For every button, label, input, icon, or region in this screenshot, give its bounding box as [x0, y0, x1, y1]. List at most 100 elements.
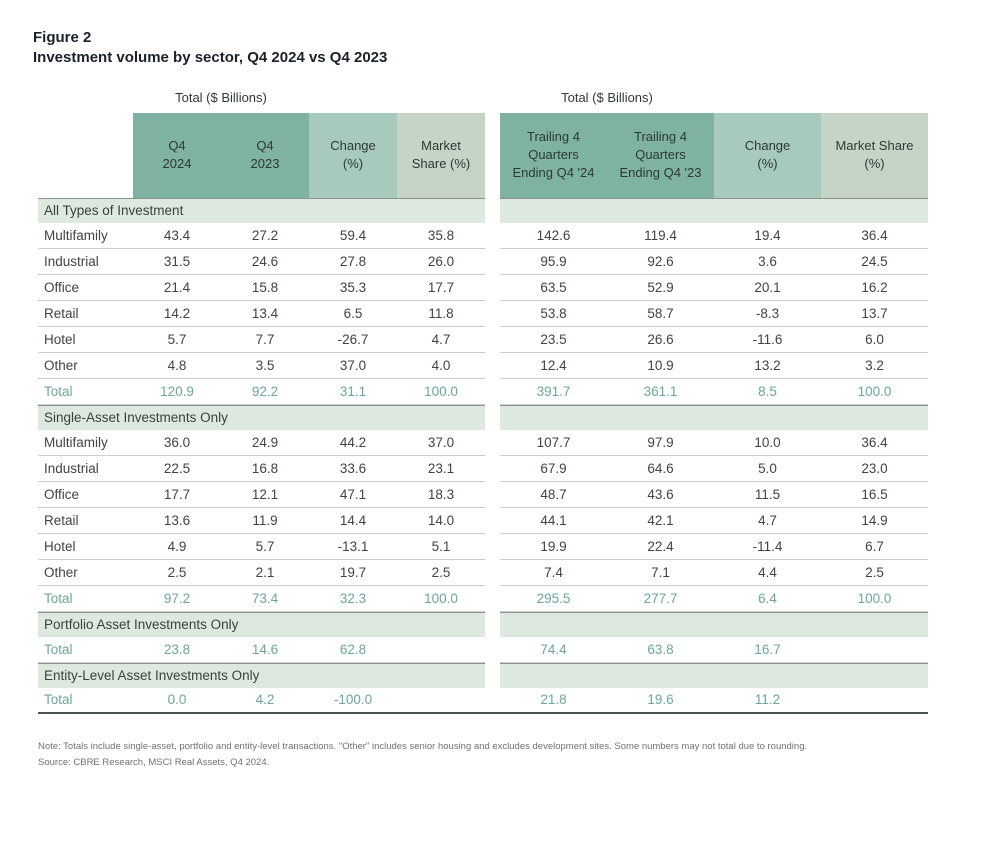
cell: 21.4 — [133, 275, 221, 301]
cell: 8.5 — [714, 379, 821, 405]
cell: 3.5 — [221, 353, 309, 379]
cell: 4.2 — [221, 688, 309, 714]
cell: 42.1 — [607, 508, 714, 534]
cell: 18.3 — [397, 482, 485, 508]
cell: 53.8 — [500, 301, 607, 327]
table-gap — [485, 637, 500, 663]
cell: 36.4 — [821, 223, 928, 249]
row-label: Hotel — [38, 327, 133, 353]
cell: 62.8 — [309, 637, 397, 663]
table-row: Office 17.7 12.1 47.1 18.3 48.7 43.6 11.… — [38, 482, 928, 508]
cell: 26.6 — [607, 327, 714, 353]
total-row: Total 97.2 73.4 32.3 100.0 295.5 277.7 6… — [38, 586, 928, 612]
table-gap — [485, 379, 500, 405]
row-label: Industrial — [38, 249, 133, 275]
cell: 27.2 — [221, 223, 309, 249]
section-band-right — [500, 197, 928, 223]
cell: 11.8 — [397, 301, 485, 327]
table-row: Multifamily 36.0 24.9 44.2 37.0 107.7 97… — [38, 430, 928, 456]
table-gap — [485, 404, 500, 430]
table-gap — [485, 113, 500, 198]
cell: 4.8 — [133, 353, 221, 379]
cell: 11.2 — [714, 688, 821, 714]
cell: 22.4 — [607, 534, 714, 560]
cell: 19.9 — [500, 534, 607, 560]
row-label: Other — [38, 353, 133, 379]
cell: 142.6 — [500, 223, 607, 249]
section-title: Portfolio Asset Investments Only — [38, 611, 485, 637]
cell: 119.4 — [607, 223, 714, 249]
cell: 95.9 — [500, 249, 607, 275]
cell: 7.4 — [500, 560, 607, 586]
cell: 48.7 — [500, 482, 607, 508]
row-label: Retail — [38, 508, 133, 534]
section-header: All Types of Investment — [38, 197, 928, 223]
col-header-change-left: Change (%) — [309, 112, 397, 198]
cell: 92.2 — [221, 379, 309, 405]
cell: 23.8 — [133, 637, 221, 663]
row-label: Total — [38, 637, 133, 663]
row-label: Total — [38, 379, 133, 405]
table-gap — [485, 560, 500, 586]
cell: 100.0 — [397, 586, 485, 612]
cell: 4.0 — [397, 353, 485, 379]
cell: 17.7 — [397, 275, 485, 301]
section-header: Single-Asset Investments Only — [38, 404, 928, 430]
table-row: Hotel 5.7 7.7 -26.7 4.7 23.5 26.6 -11.6 … — [38, 327, 928, 353]
cell: 0.0 — [133, 688, 221, 714]
cell: 361.1 — [607, 379, 714, 405]
cell: 2.5 — [821, 560, 928, 586]
row-label: Multifamily — [38, 430, 133, 456]
cell: 27.8 — [309, 249, 397, 275]
cell: 16.7 — [714, 637, 821, 663]
cell: 391.7 — [500, 379, 607, 405]
col-header-q4-2024: Q4 2024 — [133, 112, 221, 198]
cell: 6.7 — [821, 534, 928, 560]
section-title: All Types of Investment — [38, 197, 485, 223]
cell: 36.0 — [133, 430, 221, 456]
cell: 23.0 — [821, 456, 928, 482]
row-label: Office — [38, 275, 133, 301]
cell: 43.4 — [133, 223, 221, 249]
cell: 12.1 — [221, 482, 309, 508]
cell: 5.7 — [221, 534, 309, 560]
cell: 2.1 — [221, 560, 309, 586]
col-header-q4-2023: Q4 2023 — [221, 112, 309, 198]
cell: -11.6 — [714, 327, 821, 353]
cell: 31.1 — [309, 379, 397, 405]
cell: 13.6 — [133, 508, 221, 534]
cell: 52.9 — [607, 275, 714, 301]
cell: 3.6 — [714, 249, 821, 275]
cell: 4.9 — [133, 534, 221, 560]
source-note: Source: CBRE Research, MSCI Real Assets,… — [38, 757, 270, 769]
cell: 21.8 — [500, 688, 607, 714]
row-label: Retail — [38, 301, 133, 327]
row-label: Total — [38, 688, 133, 714]
table-row: Industrial 22.5 16.8 33.6 23.1 67.9 64.6… — [38, 456, 928, 482]
cell: 24.6 — [221, 249, 309, 275]
cell: 35.8 — [397, 223, 485, 249]
cell: 3.2 — [821, 353, 928, 379]
cell: 14.6 — [221, 637, 309, 663]
units-label-left: Total ($ Billions) — [175, 90, 267, 105]
cell: 107.7 — [500, 430, 607, 456]
cell: 31.5 — [133, 249, 221, 275]
header-spacer — [38, 113, 133, 198]
table-gap — [485, 430, 500, 456]
cell: 16.8 — [221, 456, 309, 482]
cell: 24.5 — [821, 249, 928, 275]
cell: 97.9 — [607, 430, 714, 456]
table-row: Retail 13.6 11.9 14.4 14.0 44.1 42.1 4.7… — [38, 508, 928, 534]
row-label: Total — [38, 586, 133, 612]
row-label: Office — [38, 482, 133, 508]
row-label: Other — [38, 560, 133, 586]
cell: 97.2 — [133, 586, 221, 612]
cell: 4.7 — [397, 327, 485, 353]
table-gap — [485, 586, 500, 612]
row-label: Industrial — [38, 456, 133, 482]
cell: 10.0 — [714, 430, 821, 456]
cell: 6.5 — [309, 301, 397, 327]
cell: 13.7 — [821, 301, 928, 327]
cell: 2.5 — [397, 560, 485, 586]
cell — [397, 637, 485, 663]
